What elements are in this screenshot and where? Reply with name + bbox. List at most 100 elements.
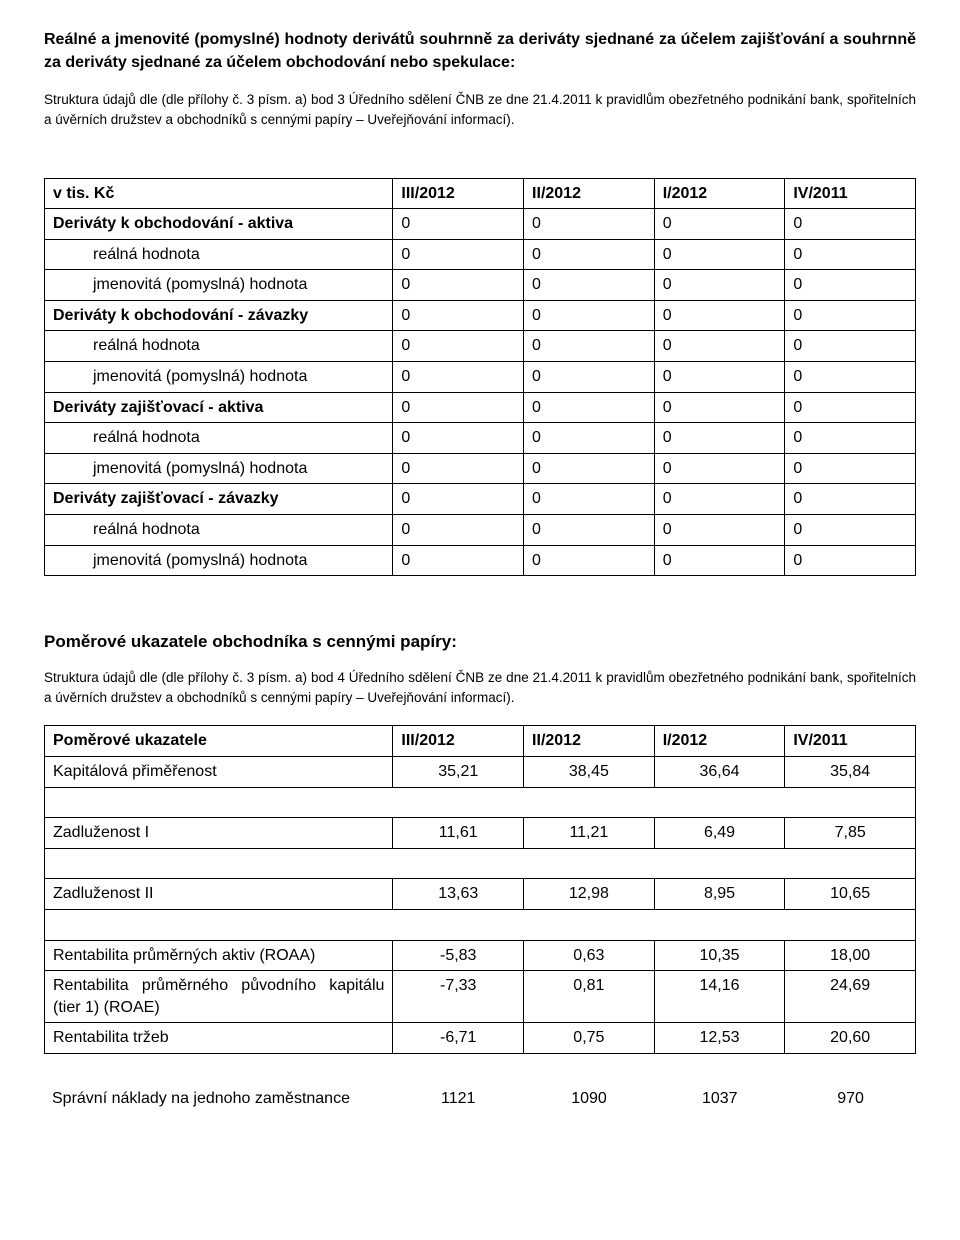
derivatives-table: v tis. Kč III/2012 II/2012 I/2012 IV/201…	[44, 178, 916, 577]
table-row: jmenovitá (pomyslná) hodnota0000	[45, 362, 916, 393]
row-label: jmenovitá (pomyslná) hodnota	[45, 453, 393, 484]
table-row: Deriváty zajišťovací - závazky0000	[45, 484, 916, 515]
cell-value: 0	[393, 484, 524, 515]
cell-value: 0	[524, 423, 655, 454]
row-label: Deriváty zajišťovací - aktiva	[45, 392, 393, 423]
col-header: IV/2011	[785, 726, 916, 757]
table-row: Správní náklady na jednoho zaměstnance11…	[44, 1084, 916, 1114]
row-label: reálná hodnota	[45, 515, 393, 546]
col-header: I/2012	[654, 178, 785, 209]
col-header: IV/2011	[785, 178, 916, 209]
row-label: reálná hodnota	[45, 331, 393, 362]
cell-value: 20,60	[785, 1023, 916, 1054]
spacer-cell	[45, 909, 916, 940]
table-row: Rentabilita průměrného původního kapitál…	[45, 971, 916, 1023]
cell-value: 1090	[524, 1084, 655, 1114]
section2-heading: Poměrové ukazatele obchodníka s cennými …	[44, 632, 916, 652]
cell-value: 0	[524, 300, 655, 331]
cell-value: 0	[654, 453, 785, 484]
cell-value: 7,85	[785, 818, 916, 849]
cell-value: 0	[393, 362, 524, 393]
col-header: III/2012	[393, 726, 524, 757]
derivatives-table-head: v tis. Kč III/2012 II/2012 I/2012 IV/201…	[45, 178, 916, 209]
col-header: II/2012	[524, 726, 655, 757]
col-header: III/2012	[393, 178, 524, 209]
cell-value: 11,61	[393, 818, 524, 849]
ratios-table-head: Poměrové ukazatele III/2012 II/2012 I/20…	[45, 726, 916, 757]
admin-costs-table: Správní náklady na jednoho zaměstnance11…	[44, 1084, 916, 1114]
table-row: Zadluženost I11,6111,216,497,85	[45, 818, 916, 849]
ratios-table-body: Kapitálová přiměřenost35,2138,4536,6435,…	[45, 756, 916, 1053]
cell-value: 0	[654, 209, 785, 240]
cell-value: 0	[524, 392, 655, 423]
cell-value: 0	[785, 545, 916, 576]
row-label: jmenovitá (pomyslná) hodnota	[45, 362, 393, 393]
cell-value: 18,00	[785, 940, 916, 971]
cell-value: 0	[654, 515, 785, 546]
table-row: reálná hodnota0000	[45, 423, 916, 454]
cell-value: 0	[785, 239, 916, 270]
section1-note: Struktura údajů dle (dle přílohy č. 3 pí…	[44, 90, 916, 129]
cell-value: 0	[524, 270, 655, 301]
row-label: Deriváty k obchodování - aktiva	[45, 209, 393, 240]
cell-value: -7,33	[393, 971, 524, 1023]
cell-value: 0	[654, 331, 785, 362]
spacer-cell	[45, 787, 916, 818]
row-label: jmenovitá (pomyslná) hodnota	[45, 270, 393, 301]
cell-value: 0	[785, 392, 916, 423]
cell-value: 0	[785, 453, 916, 484]
cell-value: 0	[524, 362, 655, 393]
admin-costs-table-body: Správní náklady na jednoho zaměstnance11…	[44, 1084, 916, 1114]
cell-value: 0	[524, 484, 655, 515]
cell-value: 12,98	[524, 879, 655, 910]
cell-value: 0	[524, 453, 655, 484]
cell-value: 6,49	[654, 818, 785, 849]
cell-value: 36,64	[654, 756, 785, 787]
cell-value: 0	[524, 239, 655, 270]
table-row: jmenovitá (pomyslná) hodnota0000	[45, 270, 916, 301]
cell-value: 0	[393, 300, 524, 331]
cell-value: -5,83	[393, 940, 524, 971]
table-row: jmenovitá (pomyslná) hodnota0000	[45, 545, 916, 576]
cell-value: 1121	[393, 1084, 524, 1114]
cell-value: 35,21	[393, 756, 524, 787]
cell-value: 0	[524, 545, 655, 576]
cell-value: 0	[654, 362, 785, 393]
cell-value: 11,21	[524, 818, 655, 849]
page: Reálné a jmenovité (pomyslné) hodnoty de…	[0, 0, 960, 1183]
cell-value: 0	[785, 423, 916, 454]
cell-value: 0	[785, 484, 916, 515]
cell-value: 970	[785, 1084, 916, 1114]
cell-value: 0,81	[524, 971, 655, 1023]
row-label: reálná hodnota	[45, 239, 393, 270]
table-row: Zadluženost II13,6312,988,9510,65	[45, 879, 916, 910]
cell-value: 0	[393, 331, 524, 362]
derivatives-table-body: Deriváty k obchodování - aktiva0000reáln…	[45, 209, 916, 576]
cell-value: 0	[785, 331, 916, 362]
ratios-table: Poměrové ukazatele III/2012 II/2012 I/20…	[44, 725, 916, 1054]
row-label: jmenovitá (pomyslná) hodnota	[45, 545, 393, 576]
row-label: Deriváty k obchodování - závazky	[45, 300, 393, 331]
spacer-cell	[45, 848, 916, 879]
cell-value: 0	[654, 545, 785, 576]
table-row: Deriváty k obchodování - závazky0000	[45, 300, 916, 331]
cell-value: 0	[785, 300, 916, 331]
cell-value: 0	[785, 270, 916, 301]
cell-value: 0	[393, 209, 524, 240]
col-header: II/2012	[524, 178, 655, 209]
spacer-row	[45, 909, 916, 940]
col-header: I/2012	[654, 726, 785, 757]
table-row: reálná hodnota0000	[45, 239, 916, 270]
cell-value: 0,63	[524, 940, 655, 971]
col-header: v tis. Kč	[45, 178, 393, 209]
cell-value: 35,84	[785, 756, 916, 787]
table-row: Kapitálová přiměřenost35,2138,4536,6435,…	[45, 756, 916, 787]
table-row: reálná hodnota0000	[45, 331, 916, 362]
spacer-row	[45, 848, 916, 879]
cell-value: 8,95	[654, 879, 785, 910]
row-label: Správní náklady na jednoho zaměstnance	[44, 1084, 393, 1114]
cell-value: 0	[524, 331, 655, 362]
section1-title: Reálné a jmenovité (pomyslné) hodnoty de…	[44, 28, 916, 74]
cell-value: 13,63	[393, 879, 524, 910]
cell-value: 10,65	[785, 879, 916, 910]
